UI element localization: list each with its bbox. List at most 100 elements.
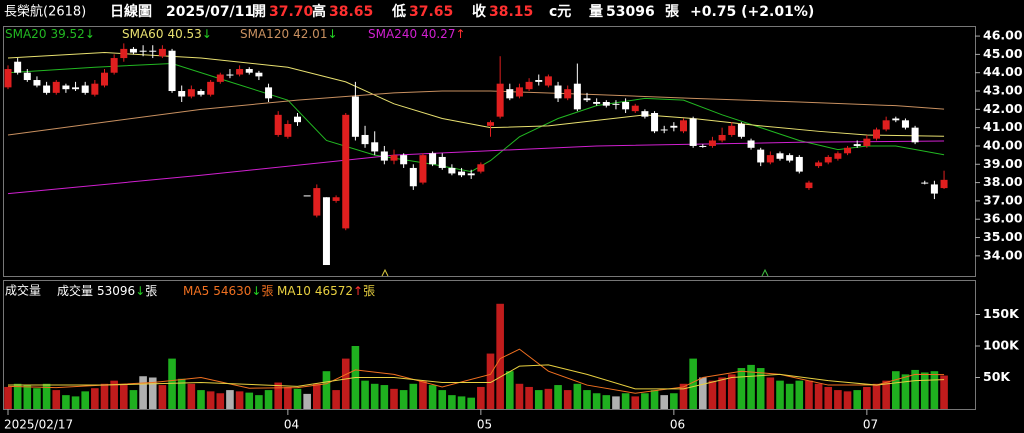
candle-body bbox=[921, 182, 929, 184]
y-tick-label: 39.00 bbox=[983, 156, 1023, 171]
volume-legend: 成交量 53096↓張 bbox=[57, 283, 157, 298]
candle-body bbox=[747, 140, 755, 148]
candle-body bbox=[168, 50, 176, 92]
volume-bar bbox=[843, 391, 852, 409]
legend-part: 張 bbox=[261, 284, 273, 298]
candle-body bbox=[612, 103, 620, 105]
candle-body bbox=[844, 147, 852, 154]
candle-body bbox=[795, 156, 803, 172]
y-tick-label: 43.00 bbox=[983, 83, 1023, 98]
volume-bar bbox=[120, 385, 128, 409]
quote-value: 37.65 bbox=[409, 4, 453, 20]
candle-body bbox=[110, 58, 118, 73]
candle-body bbox=[255, 72, 263, 77]
volume-bar bbox=[612, 396, 620, 409]
volume-bar bbox=[824, 386, 833, 409]
candle-body bbox=[158, 48, 166, 57]
volume-bar bbox=[631, 396, 640, 409]
candle-body bbox=[564, 89, 572, 99]
volume-bar bbox=[699, 377, 707, 409]
candle-body bbox=[515, 87, 523, 97]
volume-label: 量 bbox=[589, 4, 603, 20]
ma-line bbox=[8, 364, 945, 390]
candle-body bbox=[400, 155, 408, 165]
volume-bar bbox=[708, 380, 717, 409]
legend-entry: SMA240 40.27↑ bbox=[368, 27, 466, 41]
candle-body bbox=[708, 140, 716, 146]
y-tick-label: 150K bbox=[983, 306, 1020, 321]
y-tick-label: 41.00 bbox=[983, 119, 1023, 134]
volume-bar bbox=[872, 383, 881, 409]
legend-part: 46572 bbox=[315, 284, 353, 298]
volume: 53096 bbox=[606, 4, 655, 20]
volume-bar bbox=[23, 385, 32, 409]
volume-bar bbox=[911, 369, 919, 409]
unit: c元 bbox=[549, 4, 571, 20]
volume-bar bbox=[177, 378, 186, 409]
legend-last: 40.27 bbox=[421, 27, 455, 41]
candle-body bbox=[525, 81, 533, 90]
volume-bar bbox=[438, 390, 447, 409]
candle-body bbox=[728, 125, 736, 135]
candle-body bbox=[226, 74, 234, 76]
candle-body bbox=[815, 162, 823, 167]
volume-bar bbox=[226, 390, 234, 409]
x-tick-label: 04 bbox=[284, 418, 299, 432]
quote-value: 38.15 bbox=[489, 4, 533, 20]
volume-bar bbox=[187, 383, 196, 409]
candle-body bbox=[602, 102, 610, 106]
candle-body bbox=[245, 69, 253, 73]
period: 日線圖 bbox=[110, 3, 152, 20]
candle-body bbox=[43, 85, 51, 93]
volume-bar bbox=[515, 383, 524, 409]
volume-bar bbox=[206, 391, 215, 409]
volume-bar bbox=[727, 374, 736, 409]
volume-bar bbox=[91, 388, 99, 409]
candle-body bbox=[371, 142, 379, 152]
legend-part: ↓ bbox=[251, 284, 261, 298]
volume-bar bbox=[33, 388, 41, 409]
legend-part: 成交量 bbox=[57, 283, 93, 298]
volume-bar bbox=[158, 385, 167, 409]
x-tick-label: 2025/02/17 bbox=[4, 418, 73, 432]
candle-body bbox=[33, 80, 41, 86]
volume-bar bbox=[795, 380, 804, 409]
volume-bar bbox=[901, 374, 910, 409]
candle-body bbox=[670, 125, 678, 128]
candle-body bbox=[438, 156, 446, 168]
volume-bar bbox=[71, 396, 80, 409]
candle-body bbox=[776, 153, 784, 159]
volume-bar bbox=[641, 393, 649, 409]
ma-line bbox=[7, 90, 945, 136]
candle-body bbox=[766, 155, 774, 163]
volume-bar bbox=[563, 390, 572, 409]
volume-bar bbox=[853, 390, 861, 409]
candle-body bbox=[294, 116, 301, 123]
candle-body bbox=[390, 155, 398, 161]
volume-bar bbox=[42, 383, 51, 409]
candle-body bbox=[448, 167, 456, 174]
volume-bar bbox=[428, 385, 437, 409]
legend-entry: SMA20 39.52↓ bbox=[5, 27, 95, 41]
volume-bar bbox=[534, 390, 543, 409]
legend-part: ↑ bbox=[353, 284, 363, 298]
volume-bar bbox=[380, 385, 389, 409]
candle-body bbox=[380, 151, 388, 161]
candle-body bbox=[419, 155, 427, 183]
candle-body bbox=[757, 149, 765, 163]
volume-bar bbox=[554, 385, 562, 409]
y-tick-label: 50K bbox=[983, 369, 1011, 384]
candle-body bbox=[72, 87, 80, 90]
volume-bar bbox=[457, 396, 466, 409]
x-tick-label: 06 bbox=[670, 418, 685, 432]
candle-body bbox=[506, 89, 514, 99]
volume-bar bbox=[52, 390, 61, 409]
candle-body bbox=[14, 61, 22, 73]
legend-name: SMA20 bbox=[5, 27, 46, 41]
candle-body bbox=[535, 80, 543, 82]
volume-bar bbox=[467, 397, 475, 409]
volume-panel bbox=[3, 280, 976, 410]
candle-body bbox=[651, 112, 659, 132]
date: 2025/07/11 bbox=[166, 4, 254, 20]
candle-body bbox=[853, 144, 861, 146]
